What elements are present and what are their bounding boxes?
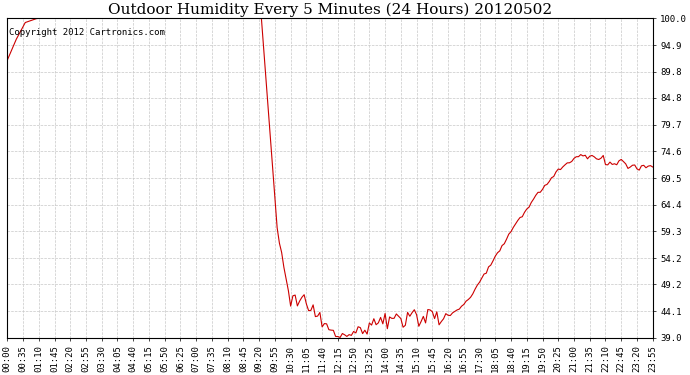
Text: Copyright 2012 Cartronics.com: Copyright 2012 Cartronics.com	[9, 28, 165, 37]
Title: Outdoor Humidity Every 5 Minutes (24 Hours) 20120502: Outdoor Humidity Every 5 Minutes (24 Hou…	[108, 3, 552, 17]
